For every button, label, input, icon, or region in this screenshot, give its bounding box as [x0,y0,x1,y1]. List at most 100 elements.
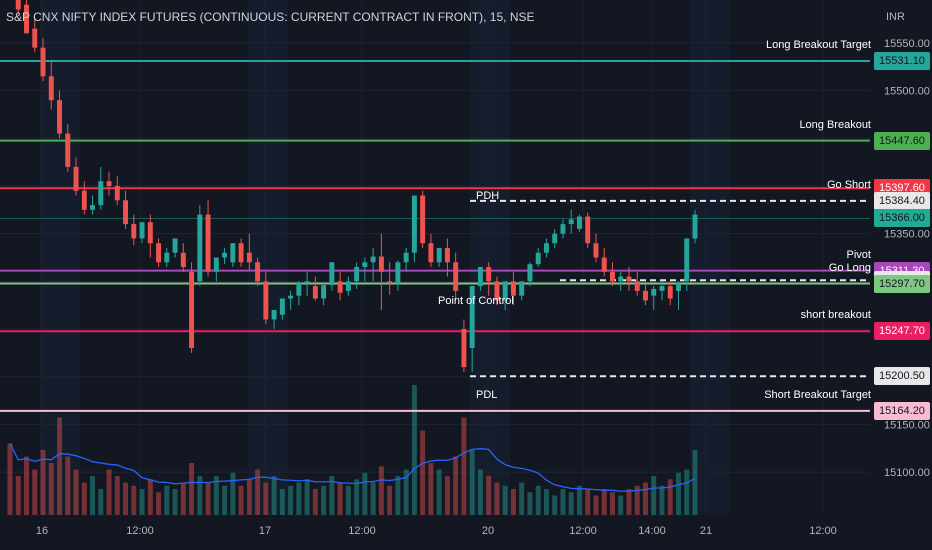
pdh-label: PDH [476,190,500,202]
volume-bar [387,485,393,515]
candle-body [288,295,294,299]
candle-body [213,257,219,272]
candle-body [255,262,261,282]
candle-body [354,267,360,282]
candle-body [527,264,533,282]
volume-bar [519,482,525,515]
candle-body [106,181,112,186]
volume-bar [164,485,170,515]
candle-body [444,247,450,263]
candle-body [114,185,120,201]
candle-body [428,243,434,263]
candle-body [469,286,475,349]
volume-bar [643,482,648,515]
volume-bar [667,479,673,515]
candle-body [370,256,376,263]
price-tag: 15366.00 [874,209,930,228]
currency-label: INR [886,11,905,23]
candle-body [147,222,153,244]
volume-bar [213,476,219,515]
candle-body [246,252,252,263]
candle-body [156,243,162,263]
volume-bar [684,469,690,515]
volume-bar [81,482,87,515]
candle-body [643,290,648,301]
candle-body [576,216,582,229]
session-band [248,0,288,515]
candle-body [312,286,318,299]
volume-bar [444,476,450,515]
volume-bar [222,485,228,515]
volume-bar [15,476,21,515]
candle-body [329,262,335,286]
volume-bar [370,482,376,515]
volume-bar [255,469,261,515]
candle-body [164,252,170,263]
candle-body [453,262,459,291]
volume-bar [279,489,285,515]
x-tick-label: 16 [36,525,48,537]
candle-body [180,252,186,268]
volume-bar [453,456,459,515]
volume-bar [626,489,632,515]
candle-body [296,283,302,296]
volume-bar [354,479,360,515]
x-tick-label: 14:00 [638,525,666,537]
volume-bar [230,472,236,515]
volume-bar [329,476,335,515]
candle-body [477,267,483,287]
volume-bar [189,463,195,515]
candle-body [131,224,137,239]
candle-body [486,267,492,282]
candle-body [321,285,327,299]
price-tag: 15531.10 [874,51,930,70]
candle-body [684,238,690,282]
candle-body [494,281,500,301]
volume-bar [477,469,483,515]
candle-body [378,256,384,272]
volume-bar [609,492,615,515]
candle-body [222,252,228,258]
volume-bar [411,385,417,515]
volume-bar [543,489,549,515]
volume-bar [238,485,244,515]
candle-body [461,329,467,368]
level-name: Short Breakout Target [764,388,871,401]
candle-body [692,214,698,239]
candle-body [436,247,442,263]
candle-body [304,281,310,284]
y-tick-label: 15350.00 [884,229,930,241]
volume-bar [510,489,516,515]
candle-body [73,166,79,191]
volume-bar [560,489,566,515]
candle-body [601,257,607,272]
x-tick-label: 12:00 [348,525,376,537]
candle-body [172,238,178,253]
candle-body [362,262,368,268]
volume-bar [24,456,29,515]
volume-bar [321,485,327,515]
candle-body [535,252,541,265]
volume-bar [288,485,294,515]
volume-bar [403,469,409,515]
candle-body [609,271,615,282]
volume-bar [378,466,384,515]
volume-bar [535,485,541,515]
volume-bar [436,469,442,515]
level-name: Go Long [828,261,871,274]
volume-bar [395,476,401,515]
level-name: Long Breakout Target [766,38,871,51]
price-tag: 15247.70 [874,322,930,341]
candle-body [81,190,87,210]
volume-bar [32,469,38,515]
candle-body [189,271,195,349]
candle-body [57,100,62,134]
volume-bar [263,482,269,515]
volume-ma-line [9,443,696,492]
candle-body [24,4,29,34]
session-band [40,0,80,515]
volume-bar [593,495,599,515]
volume-bar [618,495,624,515]
